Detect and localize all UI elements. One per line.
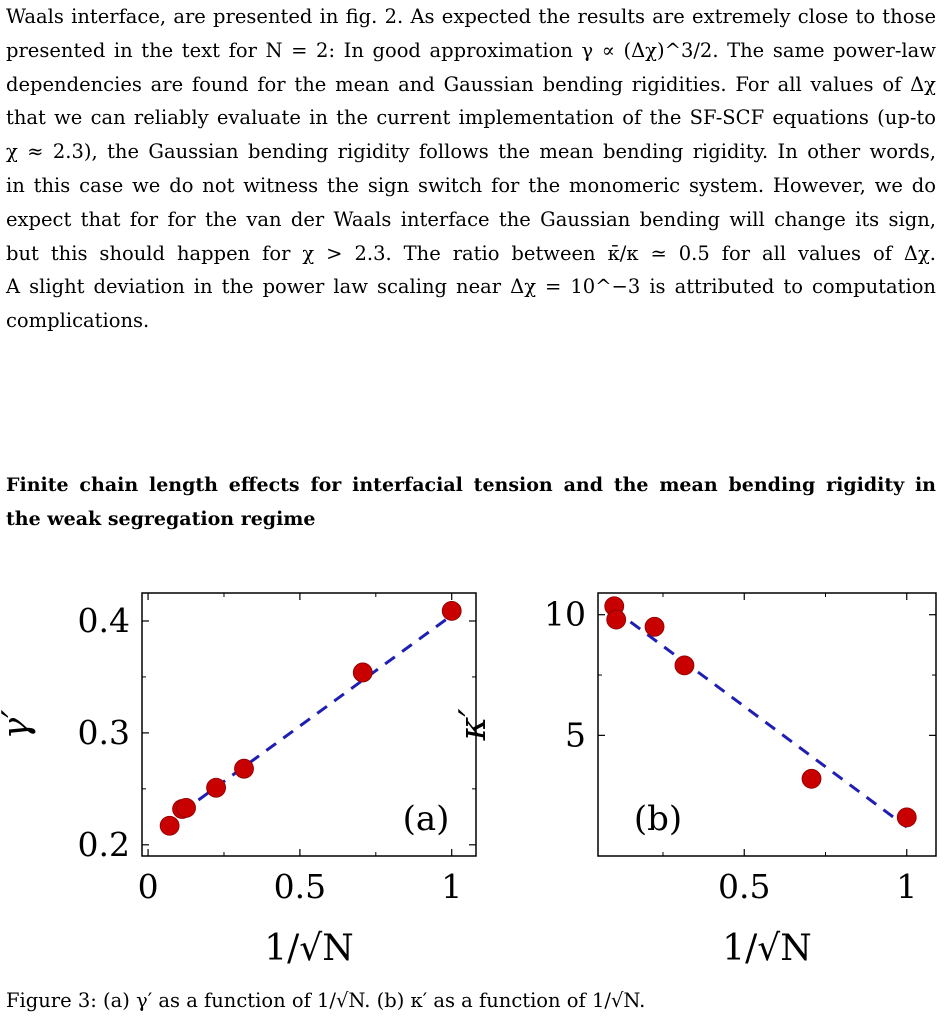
fit-line [180,614,453,814]
y-axis-label: γ′ [0,710,37,740]
chart-panel-a: 0 0.5 1 0.2 0.3 0.4 (a) 1/√N γ′ [0,592,477,969]
paragraph-line: χ ≈ 2.3), the Gaussian bending rigidity … [6,140,936,164]
chart-panel-b: 0.5 1 5 10 (b) 1/√N κ′ [453,592,937,969]
data-point [352,662,373,683]
data-point [644,616,665,637]
paragraph-line: Waals interface, are presented in fig. 2… [6,5,936,28]
paragraph-line: A slight deviation in the power law scal… [6,275,936,299]
panel-label: (b) [634,799,682,839]
y-tick-label: 5 [565,715,586,754]
section-heading: Finite chain length effects for interfac… [6,468,936,536]
data-point [896,807,917,828]
paragraph-line: presented in the text for N = 2: In good… [6,38,936,62]
data-point [441,601,462,621]
heading-line: Finite chain length effects for interfac… [6,474,936,496]
y-tick-label: 0.4 [78,601,130,640]
plot-frame [141,592,477,857]
data-point [674,655,695,676]
paragraph-line: in this case we do not witness the sign … [6,173,936,197]
x-tick-label: 0 [138,867,159,906]
panel-label: (a) [403,799,450,839]
x-axis-label: 1/√N [264,928,353,969]
x-tick-label: 0.5 [718,867,770,906]
body-paragraph: Waals interface, are presented in fig. 2… [6,0,936,338]
figure-caption: Figure 3: (a) γ′ as a function of 1/√N. … [6,984,936,1019]
x-tick-label: 1 [896,867,917,906]
caption-text: Figure 3: (a) γ′ as a function of 1/√N. … [6,989,646,1012]
data-point [206,777,226,798]
plot-frame [597,592,937,857]
y-tick-label: 10 [544,595,586,634]
paragraph-line: but this should happen for χ > 2.3. The … [6,241,936,265]
heading-line: the weak segregation regime [6,508,316,530]
paragraph-line: complications. [6,309,150,333]
y-axis-label: κ′ [453,709,494,742]
x-tick-label: 1 [441,867,462,906]
data-point [606,609,627,630]
data-point [159,815,180,836]
paragraph-line: that we can reliably evaluate in the cur… [6,106,936,130]
data-point [234,758,254,779]
data-point [176,797,196,818]
y-tick-label: 0.2 [78,825,130,864]
paragraph-line: expect that for for the van der Waals in… [6,207,936,231]
data-point [801,768,822,789]
y-tick-label: 0.3 [78,713,130,752]
paragraph-line: dependencies are found for the mean and … [6,72,936,96]
fit-line [629,620,908,829]
x-axis-label: 1/√N [722,928,811,969]
x-tick-label: 0.5 [274,867,326,906]
